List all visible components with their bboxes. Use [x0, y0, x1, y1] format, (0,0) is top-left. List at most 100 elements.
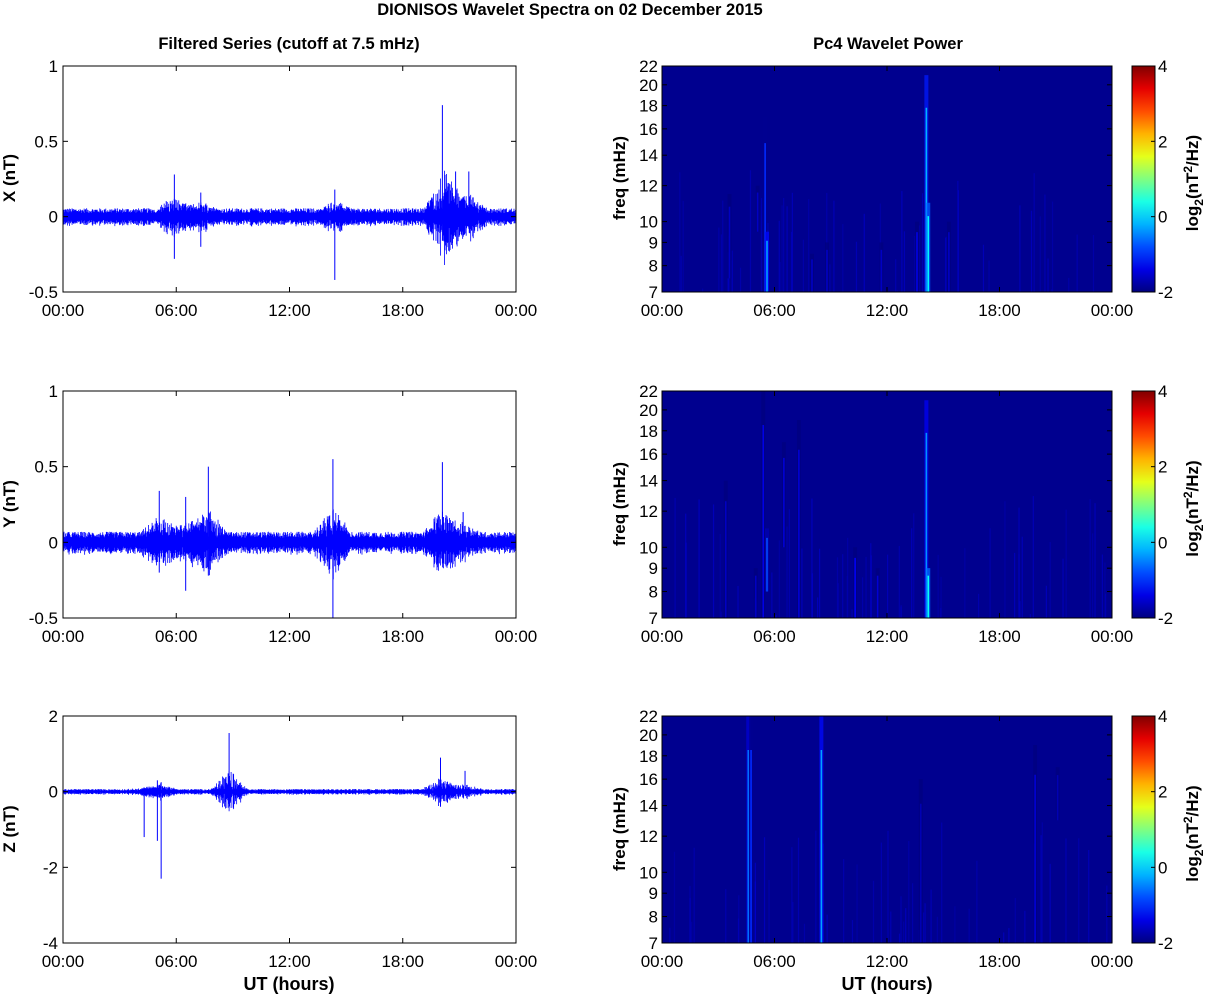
colorbar-tick-label: -2	[1158, 283, 1173, 302]
series-x-tick-label: 00:00	[42, 952, 85, 971]
colorbar-tick-label: 0	[1158, 533, 1167, 552]
freq-tick-label: 10	[639, 863, 658, 882]
y-tick-label: 2	[49, 707, 58, 726]
series-x-tick-label: 18:00	[381, 627, 424, 646]
series-x-tick-label: 06:00	[155, 952, 198, 971]
freq-tick-label: 14	[639, 797, 658, 816]
colorbar	[1131, 715, 1156, 944]
z-axis-y-label: Z (nT)	[0, 805, 19, 852]
heatmap-x-tick-label: 00:00	[1091, 952, 1134, 971]
colorbar	[1131, 390, 1156, 619]
freq-tick-label: 8	[649, 583, 658, 602]
freq-tick-label: 20	[639, 401, 658, 420]
freq-tick-label: 9	[649, 559, 658, 578]
colorbar-tick-label: 4	[1158, 707, 1167, 726]
freq-tick-label: 7	[649, 283, 658, 302]
colorbar-tick-label: 0	[1158, 858, 1167, 877]
freq-tick-label: 8	[649, 257, 658, 276]
series-x-tick-label: 18:00	[381, 952, 424, 971]
freq-tick-label: 16	[639, 770, 658, 789]
heatmap-x-tick-label: 18:00	[978, 301, 1021, 320]
freq-tick-label: 12	[639, 827, 658, 846]
freq-tick-label: 22	[639, 382, 658, 401]
x-series-plot: -0.5 0 0.5 1 00:00 06:00 12:00 18:00 00:00	[29, 57, 538, 320]
series-x-tick-label: 06:00	[155, 627, 198, 646]
heatmap-x-tick-label: 06:00	[753, 301, 796, 320]
freq-tick-label: 18	[639, 747, 658, 766]
freq-tick-label: 20	[639, 726, 658, 745]
y-tick-label: 0	[49, 208, 58, 227]
z-wavelet-y-label: freq (mHz)	[610, 787, 629, 871]
y-tick-label: 0	[49, 533, 58, 552]
colorbar-tick-label: 2	[1158, 783, 1167, 802]
freq-tick-label: 16	[639, 445, 658, 464]
series-x-tick-label: 00:00	[495, 301, 538, 320]
freq-tick-label: 12	[639, 177, 658, 196]
heatmap-x-tick-label: 00:00	[1091, 301, 1134, 320]
heatmap-x-tick-label: 06:00	[753, 952, 796, 971]
freq-tick-label: 9	[649, 884, 658, 903]
x-series-panel: -0.5 0 0.5 1 00:00 06:00 12:00 18:00 00:00 X (nT…	[0, 57, 537, 320]
freq-tick-label: 20	[639, 76, 658, 95]
colorbar-label: log2(nT2/Hz)	[1181, 460, 1206, 556]
freq-tick-label: 18	[639, 422, 658, 441]
colorbar-tick-label: 2	[1158, 458, 1167, 477]
y-tick-label: -0.5	[29, 609, 58, 628]
y-series-plot: -0.5 0 0.5 1 00:00 06:00 12:00 18:00 00:00	[29, 382, 538, 646]
colorbar-tick-label: -2	[1158, 934, 1173, 953]
figure-title: DIONISOS Wavelet Spectra on 02 December …	[377, 1, 762, 19]
series-x-tick-label: 00:00	[495, 952, 538, 971]
freq-tick-label: 12	[639, 502, 658, 521]
series-x-tick-label: 06:00	[155, 301, 198, 320]
freq-tick-label: 7	[649, 934, 658, 953]
freq-tick-label: 18	[639, 97, 658, 116]
heatmap-x-tick-label: 12:00	[866, 627, 909, 646]
y-tick-label: -0.5	[29, 283, 58, 302]
heatmap-x-tick-label: 00:00	[1091, 627, 1134, 646]
heatmap-x-tick-label: 12:00	[866, 301, 909, 320]
series-x-tick-label: 12:00	[268, 952, 311, 971]
right-column-title: Pc4 Wavelet Power	[813, 35, 963, 53]
heatmap-background	[662, 66, 1112, 292]
y-axis-y-label: Y (nT)	[0, 480, 19, 528]
colorbar-tick-label: 0	[1158, 208, 1167, 227]
y-tick-label: -2	[43, 858, 58, 877]
heatmap-x-tick-label: 00:00	[641, 301, 684, 320]
y-tick-label: 1	[49, 382, 58, 401]
y-tick-label: 0.5	[34, 458, 58, 477]
y-tick-label: 0.5	[34, 132, 58, 151]
plot-area	[63, 716, 516, 943]
series-x-tick-label: 12:00	[268, 627, 311, 646]
colorbar-label: log2(nT2/Hz)	[1181, 135, 1206, 231]
freq-tick-label: 7	[649, 609, 658, 628]
freq-tick-label: 8	[649, 908, 658, 927]
series-x-tick-label: 12:00	[268, 301, 311, 320]
freq-tick-label: 16	[639, 120, 658, 139]
x-axis-y-label: X (nT)	[0, 154, 19, 202]
y-tick-label: 0	[49, 783, 58, 802]
z-series-panel: -4 -2 0 2 00:00 06:00 12:00 18:00 00:00 Z (nT) U…	[0, 707, 537, 994]
freq-tick-label: 9	[649, 233, 658, 252]
freq-tick-label: 10	[639, 538, 658, 557]
colorbar-tick-label: 2	[1158, 132, 1167, 151]
colorbar	[1131, 65, 1156, 293]
series-x-tick-label: 18:00	[381, 301, 424, 320]
heatmap-x-tick-label: 12:00	[866, 952, 909, 971]
series-x-tick-label: 00:00	[42, 627, 85, 646]
right-x-axis-label: UT (hours)	[842, 974, 933, 994]
heatmap-x-tick-label: 00:00	[641, 627, 684, 646]
heatmap-x-tick-label: 00:00	[641, 952, 684, 971]
x-wavelet-y-label: freq (mHz)	[610, 136, 629, 220]
heatmap-x-tick-label: 18:00	[978, 952, 1021, 971]
freq-tick-label: 10	[639, 213, 658, 232]
y-series-panel: -0.5 0 0.5 1 00:00 06:00 12:00 18:00 00:00 Y (nT…	[0, 382, 537, 646]
colorbar-label: log2(nT2/Hz)	[1181, 785, 1206, 881]
y-tick-label: 1	[49, 57, 58, 76]
plot-area	[63, 66, 516, 292]
